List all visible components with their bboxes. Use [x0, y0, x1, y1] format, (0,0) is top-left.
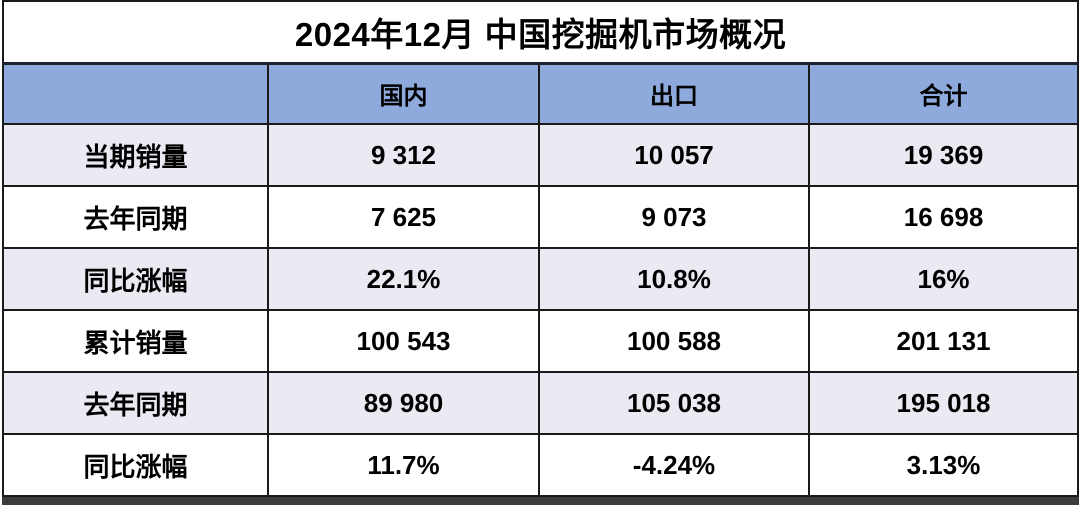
table-body: 当期销量 9 312 10 057 19 369 去年同期 7 625 9 07…: [2, 123, 1080, 497]
row-label: 累计销量: [2, 309, 269, 373]
table-header-row: 国内 出口 合计: [2, 62, 1080, 125]
cell-total: 16 698: [807, 185, 1080, 249]
cell-total: 16%: [807, 247, 1080, 311]
row-label: 去年同期: [2, 371, 269, 435]
cell-export: 105 038: [538, 371, 810, 435]
table-row: 累计销量 100 543 100 588 201 131: [2, 309, 1080, 373]
table-row: 去年同期 89 980 105 038 195 018: [2, 371, 1080, 435]
cell-domestic: 89 980: [267, 371, 540, 435]
row-label: 去年同期: [2, 185, 269, 249]
column-header-export: 出口: [538, 62, 810, 125]
excavator-market-table: 2024年12月 中国挖掘机市场概况 国内 出口 合计 当期销量 9 312 1…: [1, 0, 1080, 497]
table-row: 当期销量 9 312 10 057 19 369: [2, 123, 1080, 187]
column-header-total: 合计: [807, 62, 1080, 125]
cell-total: 3.13%: [807, 433, 1080, 497]
row-label: 当期销量: [2, 123, 269, 187]
table-title-row: 2024年12月 中国挖掘机市场概况: [1, 0, 1080, 65]
cell-total: 19 369: [807, 123, 1080, 187]
cell-total: 195 018: [807, 371, 1080, 435]
cell-domestic: 7 625: [267, 185, 540, 249]
cell-domestic: 22.1%: [267, 247, 540, 311]
table-title: 2024年12月 中国挖掘机市场概况: [1, 0, 1080, 65]
cell-domestic: 11.7%: [267, 433, 540, 497]
cell-export: 9 073: [538, 185, 810, 249]
row-label: 同比涨幅: [2, 247, 269, 311]
table-row: 同比涨幅 11.7% -4.24% 3.13%: [2, 433, 1080, 497]
row-label: 同比涨幅: [2, 433, 269, 497]
column-header-blank: [2, 62, 269, 125]
cell-export: -4.24%: [538, 433, 810, 497]
table-row: 去年同期 7 625 9 073 16 698: [2, 185, 1080, 249]
cell-export: 10.8%: [538, 247, 810, 311]
cell-domestic: 9 312: [267, 123, 540, 187]
cell-export: 10 057: [538, 123, 810, 187]
cell-domestic: 100 543: [267, 309, 540, 373]
column-header-domestic: 国内: [267, 62, 540, 125]
table-row: 同比涨幅 22.1% 10.8% 16%: [2, 247, 1080, 311]
cell-export: 100 588: [538, 309, 810, 373]
cell-total: 201 131: [807, 309, 1080, 373]
